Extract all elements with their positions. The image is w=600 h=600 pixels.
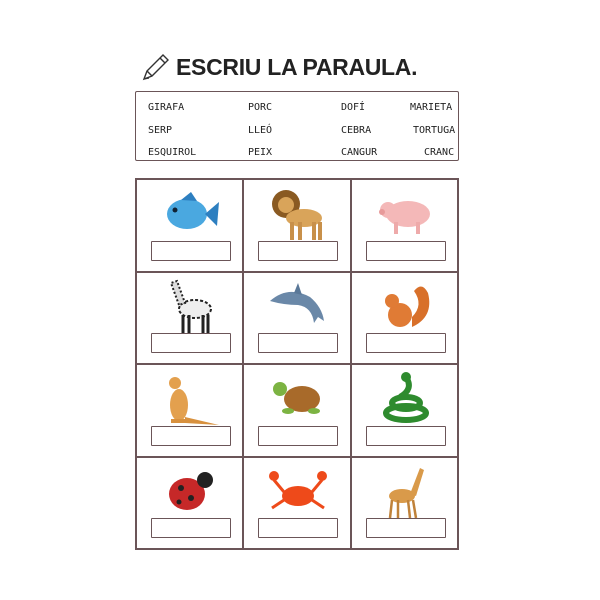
word: CRANC: [424, 147, 455, 158]
cell-kangaroo: [136, 364, 244, 457]
word: CANGUR: [341, 147, 378, 158]
snake-icon: [382, 372, 429, 423]
lion-icon: [272, 190, 323, 240]
answer-input[interactable]: [365, 425, 446, 446]
cell-crab: [243, 456, 351, 549]
cell-zebra: [136, 271, 244, 364]
turtle-icon: [273, 382, 321, 414]
cell-fish: [136, 179, 244, 272]
kangaroo-icon: [169, 377, 219, 425]
pencil-icon: [142, 54, 169, 81]
word: PEIX: [248, 147, 273, 158]
zebra-icon: [169, 279, 212, 333]
answer-input[interactable]: [365, 240, 446, 261]
ladybug-icon: [169, 471, 213, 510]
giraffe-icon: [388, 467, 424, 518]
answer-input[interactable]: [258, 240, 339, 261]
word: LLEÓ: [248, 125, 273, 136]
cell-giraffe: [350, 456, 458, 549]
fish-icon: [167, 192, 219, 229]
answer-input[interactable]: [151, 425, 231, 446]
answer-input[interactable]: [365, 333, 446, 353]
word: MARIETA: [410, 102, 453, 113]
word: TORTUGA: [413, 125, 456, 136]
answer-input[interactable]: [151, 518, 231, 538]
answer-input[interactable]: [258, 333, 339, 353]
answer-input[interactable]: [365, 518, 446, 538]
answer-input[interactable]: [258, 518, 339, 538]
cell-pig: [350, 179, 458, 272]
answer-input[interactable]: [151, 333, 231, 353]
word: PORC: [248, 102, 273, 113]
worksheet-title: ESCRIU LA PARAULA.: [140, 50, 418, 84]
cell-squirrel: [350, 271, 458, 364]
word: DOFÍ: [341, 102, 366, 113]
animal-grid: [135, 178, 459, 550]
word: CEBRA: [341, 125, 372, 136]
word: SERP: [148, 125, 173, 136]
answer-input[interactable]: [151, 240, 231, 261]
squirrel-icon: [384, 285, 429, 327]
cell-lion: [243, 179, 351, 272]
answer-input[interactable]: [258, 425, 339, 446]
crab-icon: [269, 470, 328, 509]
cell-turtle: [243, 364, 351, 457]
title-text: ESCRIU LA PARAULA.: [176, 53, 418, 80]
dolphin-icon: [270, 282, 325, 323]
word: ESQUIROL: [148, 147, 197, 158]
pig-icon: [378, 201, 430, 234]
word: GIRAFA: [148, 102, 185, 113]
cell-snake: [350, 364, 458, 457]
word-bank: GIRAFA PORC DOFÍ MARIETA SERP LLEÓ CEBRA…: [135, 91, 459, 161]
cell-ladybug: [136, 456, 244, 549]
cell-dolphin: [243, 271, 351, 364]
